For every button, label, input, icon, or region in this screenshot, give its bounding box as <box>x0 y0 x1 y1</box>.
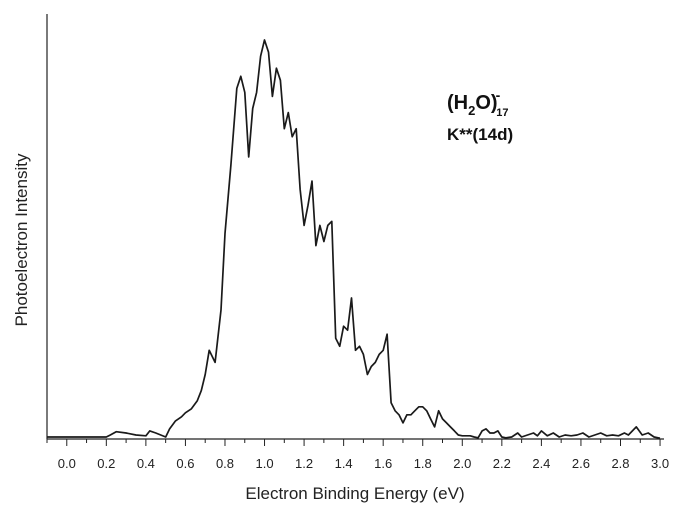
x-tick-label: 0.0 <box>58 456 76 471</box>
svg-text:(H2O)-17: (H2O)- 17 <box>447 87 508 119</box>
x-tick-label: 2.8 <box>611 456 629 471</box>
x-tick-label: 1.4 <box>335 456 353 471</box>
x-tick-label: 3.0 <box>651 456 669 471</box>
y-axis-title: Photoelectron Intensity <box>12 153 31 326</box>
formula-sup: - <box>496 87 501 103</box>
series-layer <box>47 39 661 440</box>
x-tick-label: 0.6 <box>176 456 194 471</box>
formula-main: (H <box>447 92 468 114</box>
series-line <box>47 39 661 440</box>
x-tick-label: 2.6 <box>572 456 590 471</box>
formula-mid: O) <box>475 92 497 114</box>
axes <box>46 14 664 440</box>
x-tick-label: 0.2 <box>97 456 115 471</box>
x-tick-label: 2.0 <box>453 456 471 471</box>
x-tick-label: 1.6 <box>374 456 392 471</box>
x-tick-label: 0.4 <box>137 456 155 471</box>
x-tick-labels: 0.0 0.2 0.4 0.6 0.8 1.0 1.2 1.4 1.6 1.8 2.0 2.2 2.4 2… <box>58 456 669 471</box>
x-ticks <box>46 439 661 446</box>
x-axis-title: Electron Binding Energy (eV) <box>245 484 464 503</box>
x-tick-label: 1.0 <box>255 456 273 471</box>
formula-sub: 2 <box>468 103 475 118</box>
x-tick-label: 2.4 <box>532 456 550 471</box>
x-tick-label: 1.2 <box>295 456 313 471</box>
x-tick-label: 0.8 <box>216 456 234 471</box>
formula-sub2: 17 <box>496 107 508 119</box>
x-tick-label: 2.2 <box>493 456 511 471</box>
annotation-state: K**(14d) <box>447 125 513 144</box>
annotation-formula: (H2O)- 17 <box>447 87 508 119</box>
x-tick-label: 1.8 <box>414 456 432 471</box>
